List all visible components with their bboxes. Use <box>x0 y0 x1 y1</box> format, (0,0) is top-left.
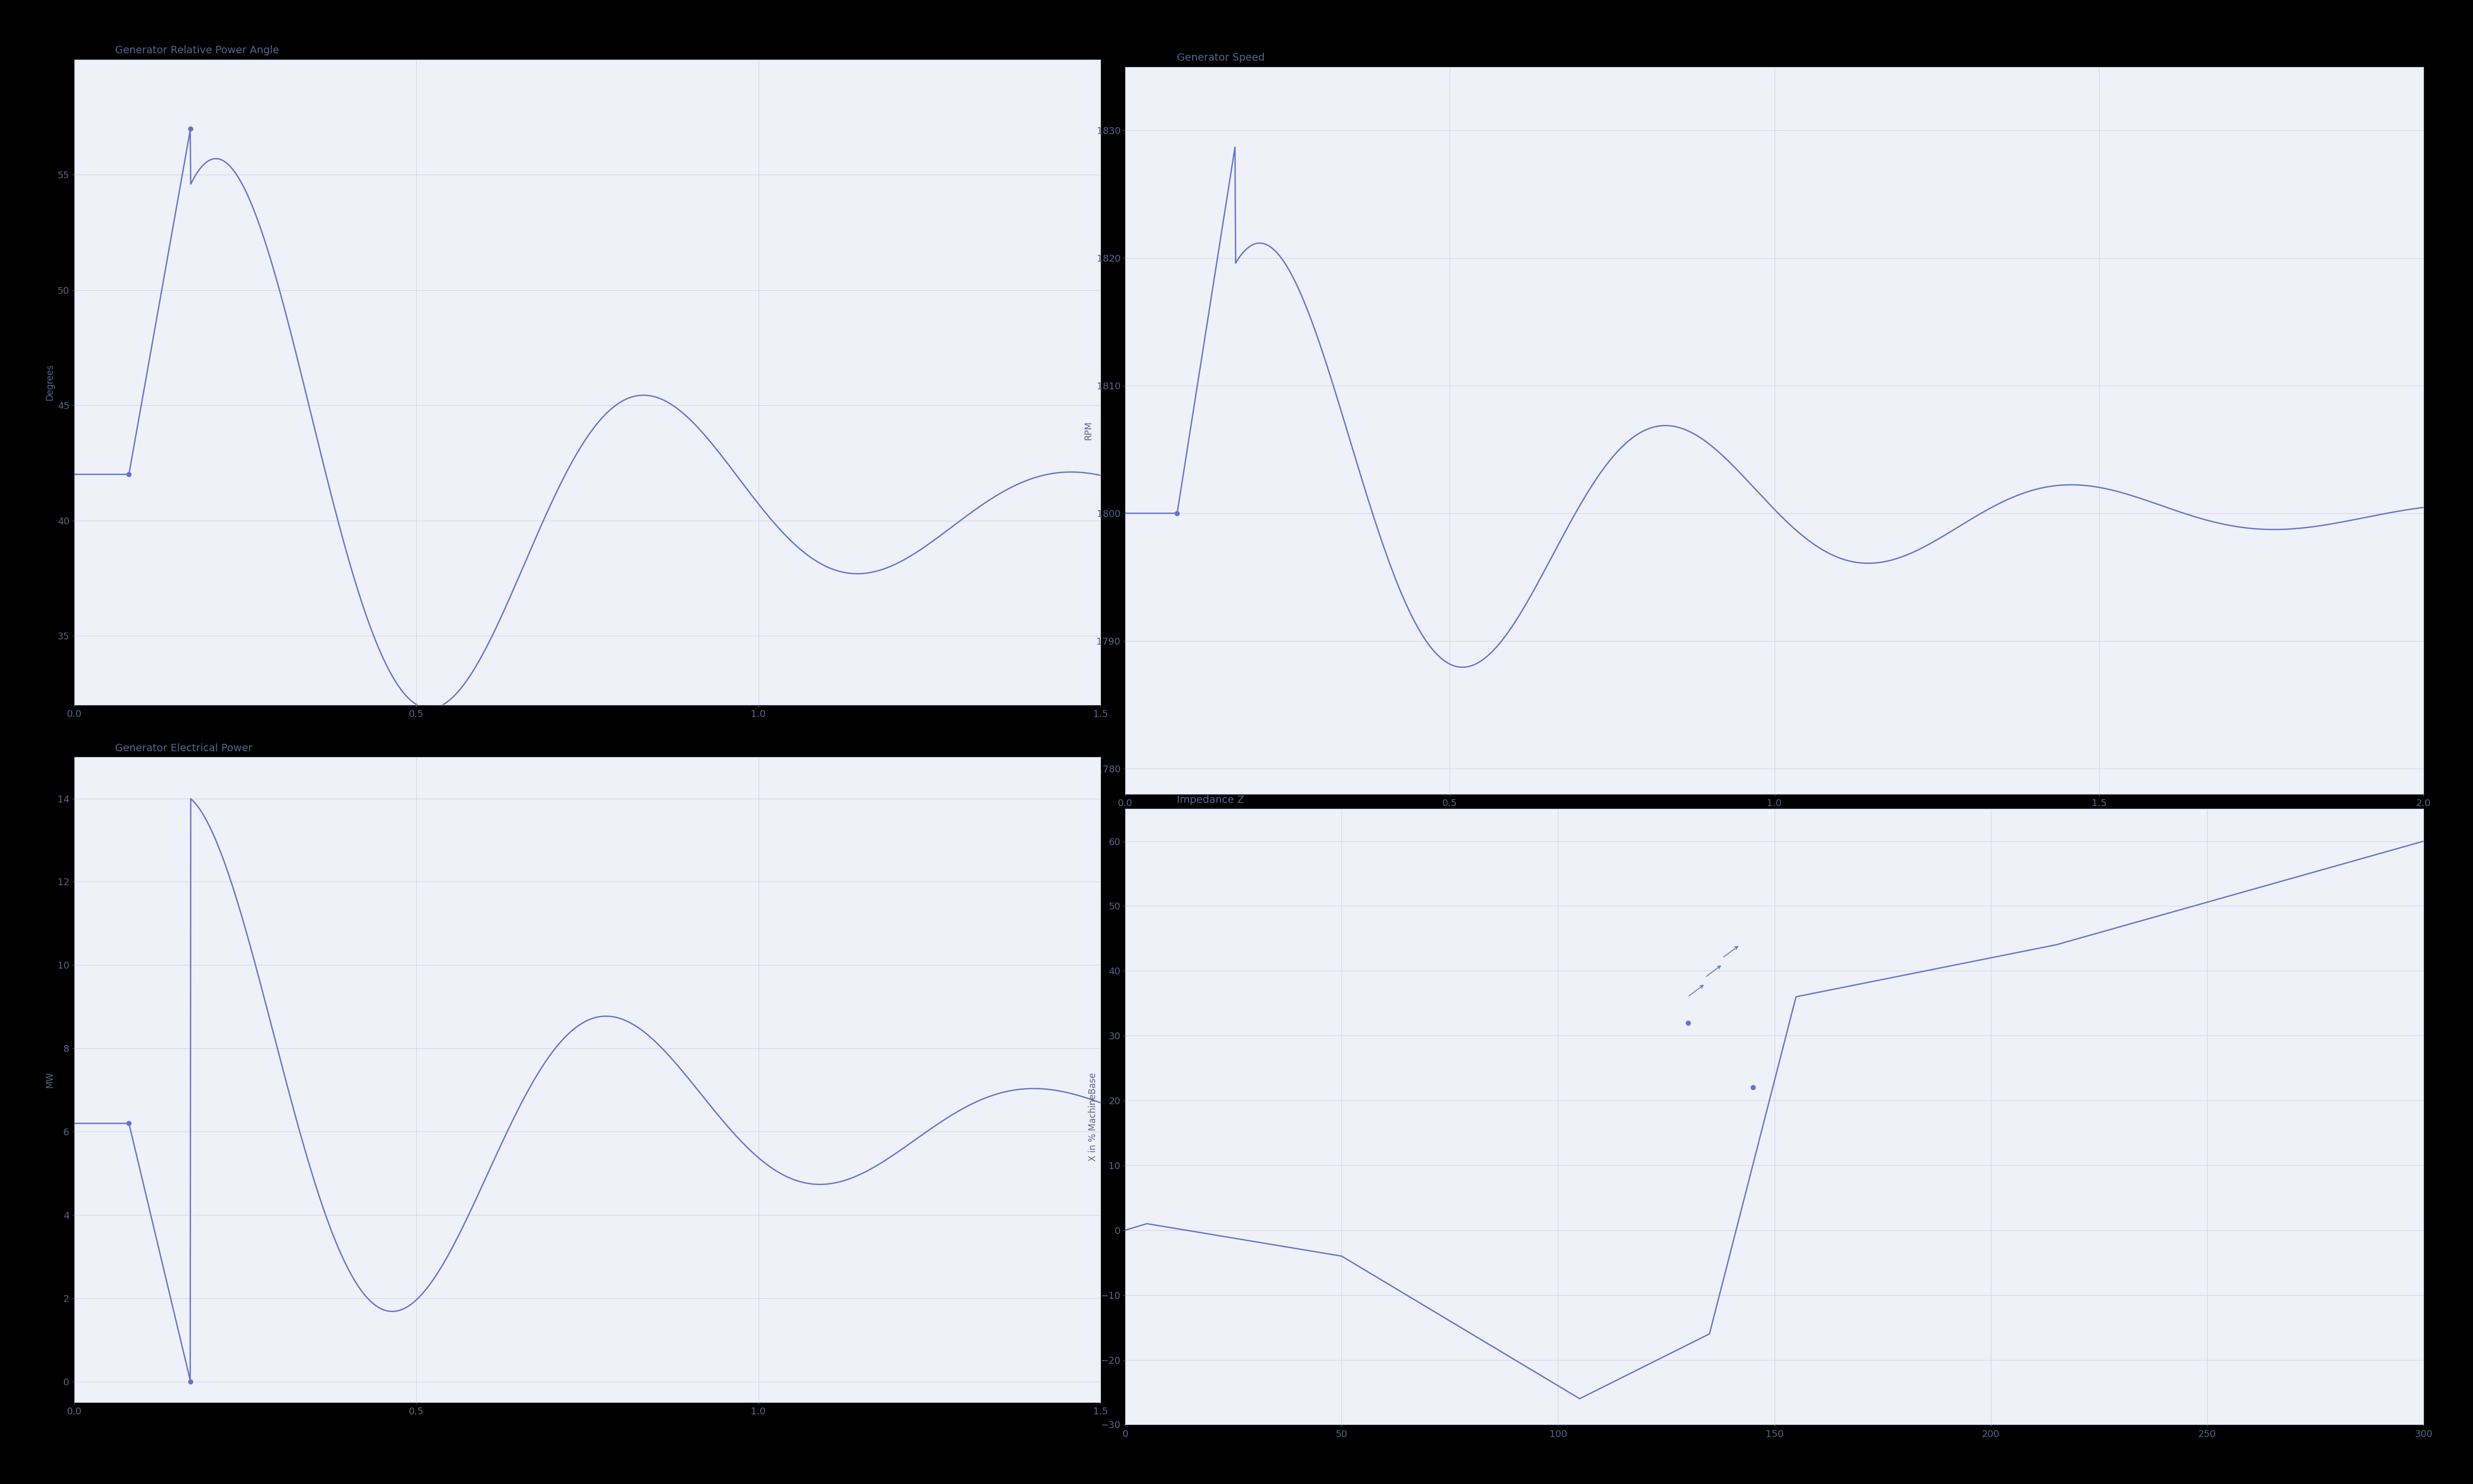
Y-axis label: MW: MW <box>45 1071 54 1088</box>
Text: Generator Speed: Generator Speed <box>1177 53 1266 62</box>
Y-axis label: RPM: RPM <box>1083 421 1093 439</box>
Text: Generator Relative Power Angle: Generator Relative Power Angle <box>116 46 279 55</box>
Text: Impedance Z: Impedance Z <box>1177 795 1244 804</box>
Y-axis label: Degrees: Degrees <box>45 364 54 401</box>
Text: Generator Electrical Power: Generator Electrical Power <box>116 743 252 752</box>
Y-axis label: X in % MachineBase: X in % MachineBase <box>1088 1073 1098 1160</box>
